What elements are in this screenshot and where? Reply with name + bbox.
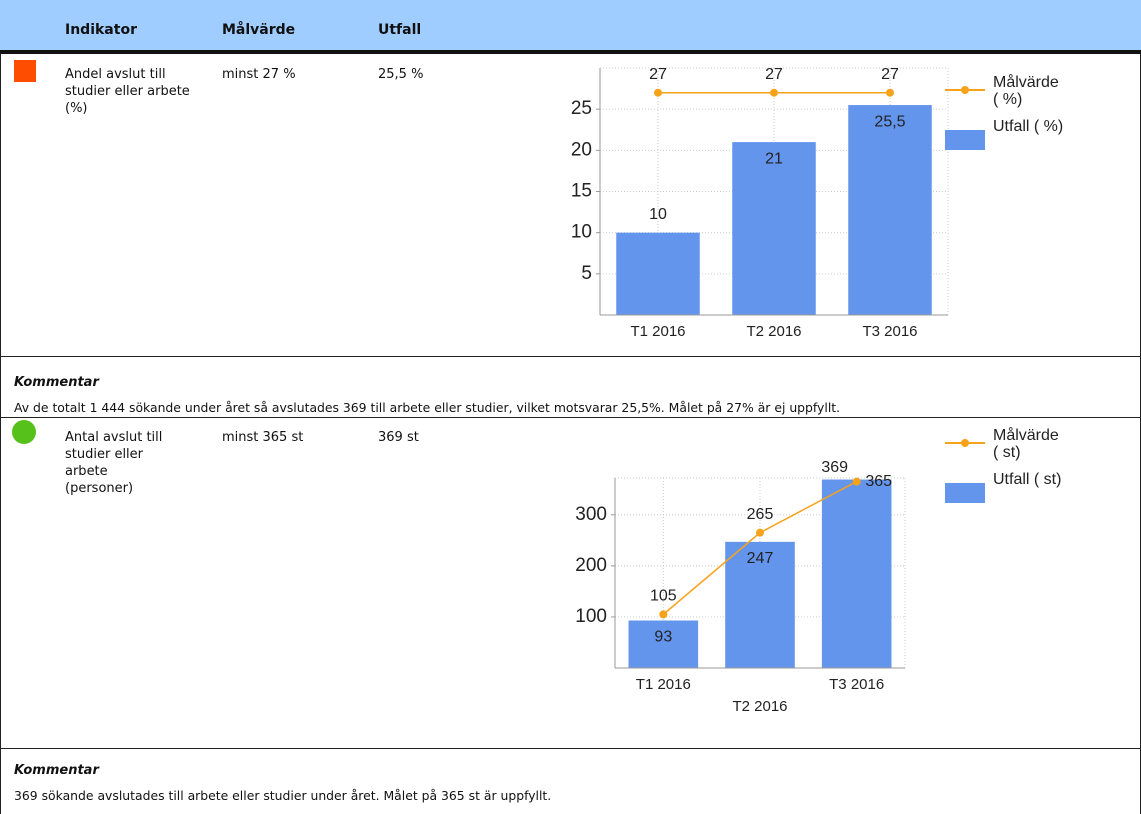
indicator-row: Antal avslut till studier eller arbete (…	[0, 419, 1141, 748]
legend-dot	[961, 439, 969, 447]
y-tick-label: 200	[575, 555, 607, 576]
border	[0, 748, 1141, 749]
data-label: 27	[881, 66, 899, 83]
data-label: 369	[821, 459, 848, 476]
x-tick-label: T1 2016	[636, 676, 691, 693]
y-tick-label: 5	[581, 263, 592, 284]
point	[770, 88, 778, 97]
legend-label: Målvärde ( %)	[993, 74, 1059, 108]
data-label: 10	[649, 206, 667, 223]
border	[0, 417, 1141, 418]
legend-item: Utfall ( %)	[945, 118, 1065, 150]
y-tick-label: 15	[571, 181, 592, 202]
point	[756, 528, 764, 537]
comment-text: 369 sökande avslutades till arbete eller…	[14, 788, 552, 803]
outcome: 369 st	[378, 430, 419, 445]
column-header: Indikator	[65, 22, 137, 38]
column-header: Målvärde	[222, 22, 296, 38]
bar	[821, 479, 892, 668]
target: minst 365 st	[222, 430, 304, 445]
data-label: 27	[765, 66, 783, 83]
table-header: Indikator Målvärde Utfall	[0, 0, 1141, 54]
column-header: Utfall	[378, 22, 422, 38]
data-label: 105	[650, 588, 677, 605]
data-label: 27	[649, 66, 667, 83]
legend-item: Målvärde ( %)	[945, 74, 1065, 108]
y-tick-label: 300	[575, 504, 607, 525]
status-icon	[14, 60, 36, 82]
legend-label: Målvärde ( st)	[993, 427, 1059, 461]
outcome: 25,5 %	[378, 67, 424, 82]
x-tick-label: T1 2016	[630, 323, 685, 340]
y-tick-label: 10	[571, 222, 592, 243]
indicator: Andel avslut till studier eller arbete (…	[65, 67, 190, 116]
legend-dot	[961, 86, 969, 94]
target: minst 27 %	[222, 67, 296, 82]
legend: Målvärde ( st) Utfall ( st)	[945, 427, 1065, 503]
y-tick-label: 100	[575, 606, 607, 627]
legend: Målvärde ( %) Utfall ( %)	[945, 74, 1065, 150]
legend-label: Utfall ( %)	[993, 118, 1064, 135]
x-tick-label: T3 2016	[862, 323, 917, 340]
bar	[732, 142, 816, 315]
status-icon	[12, 420, 36, 444]
legend-label: Utfall ( st)	[993, 471, 1062, 488]
x-tick-label: T3 2016	[829, 676, 884, 693]
point	[852, 477, 861, 486]
bar	[628, 620, 699, 668]
legend-swatch	[945, 130, 985, 150]
comment-title: Kommentar	[14, 763, 99, 778]
legend-item: Målvärde ( st)	[945, 427, 1065, 461]
indicator: Antal avslut till studier eller arbete (…	[65, 430, 163, 496]
legend-swatch	[945, 483, 985, 503]
indicator-row: Andel avslut till studier eller arbete (…	[0, 56, 1141, 356]
data-label: 25,5	[874, 113, 905, 130]
bar	[725, 541, 795, 668]
data-label: 265	[747, 506, 774, 523]
comment-text: Av de totalt 1 444 sökande under året så…	[14, 400, 841, 415]
comment-title: Kommentar	[14, 375, 99, 390]
x-tick-label: T2 2016	[732, 698, 787, 715]
chart: 100 200 300 T1 2016 T2 2016 T3 2016 93 247 369 10…	[575, 459, 906, 715]
data-label: 93	[654, 629, 672, 646]
data-label: 21	[765, 150, 783, 167]
y-tick-label: 20	[571, 139, 592, 160]
x-tick-label: T2 2016	[746, 323, 801, 340]
data-label: 247	[747, 550, 774, 567]
y-tick-label: 25	[571, 98, 592, 119]
border	[0, 356, 1141, 357]
point	[659, 610, 668, 619]
point	[654, 88, 662, 97]
legend-item: Utfall ( st)	[945, 471, 1065, 503]
bar	[848, 105, 932, 315]
point	[886, 88, 894, 97]
chart: 5 10 15 20 25 T1 2016 T2 2016 T3 2016 10 21 25,5 27…	[571, 66, 949, 340]
data-label: 365	[865, 473, 892, 490]
bar	[616, 232, 700, 315]
border	[0, 54, 1, 814]
